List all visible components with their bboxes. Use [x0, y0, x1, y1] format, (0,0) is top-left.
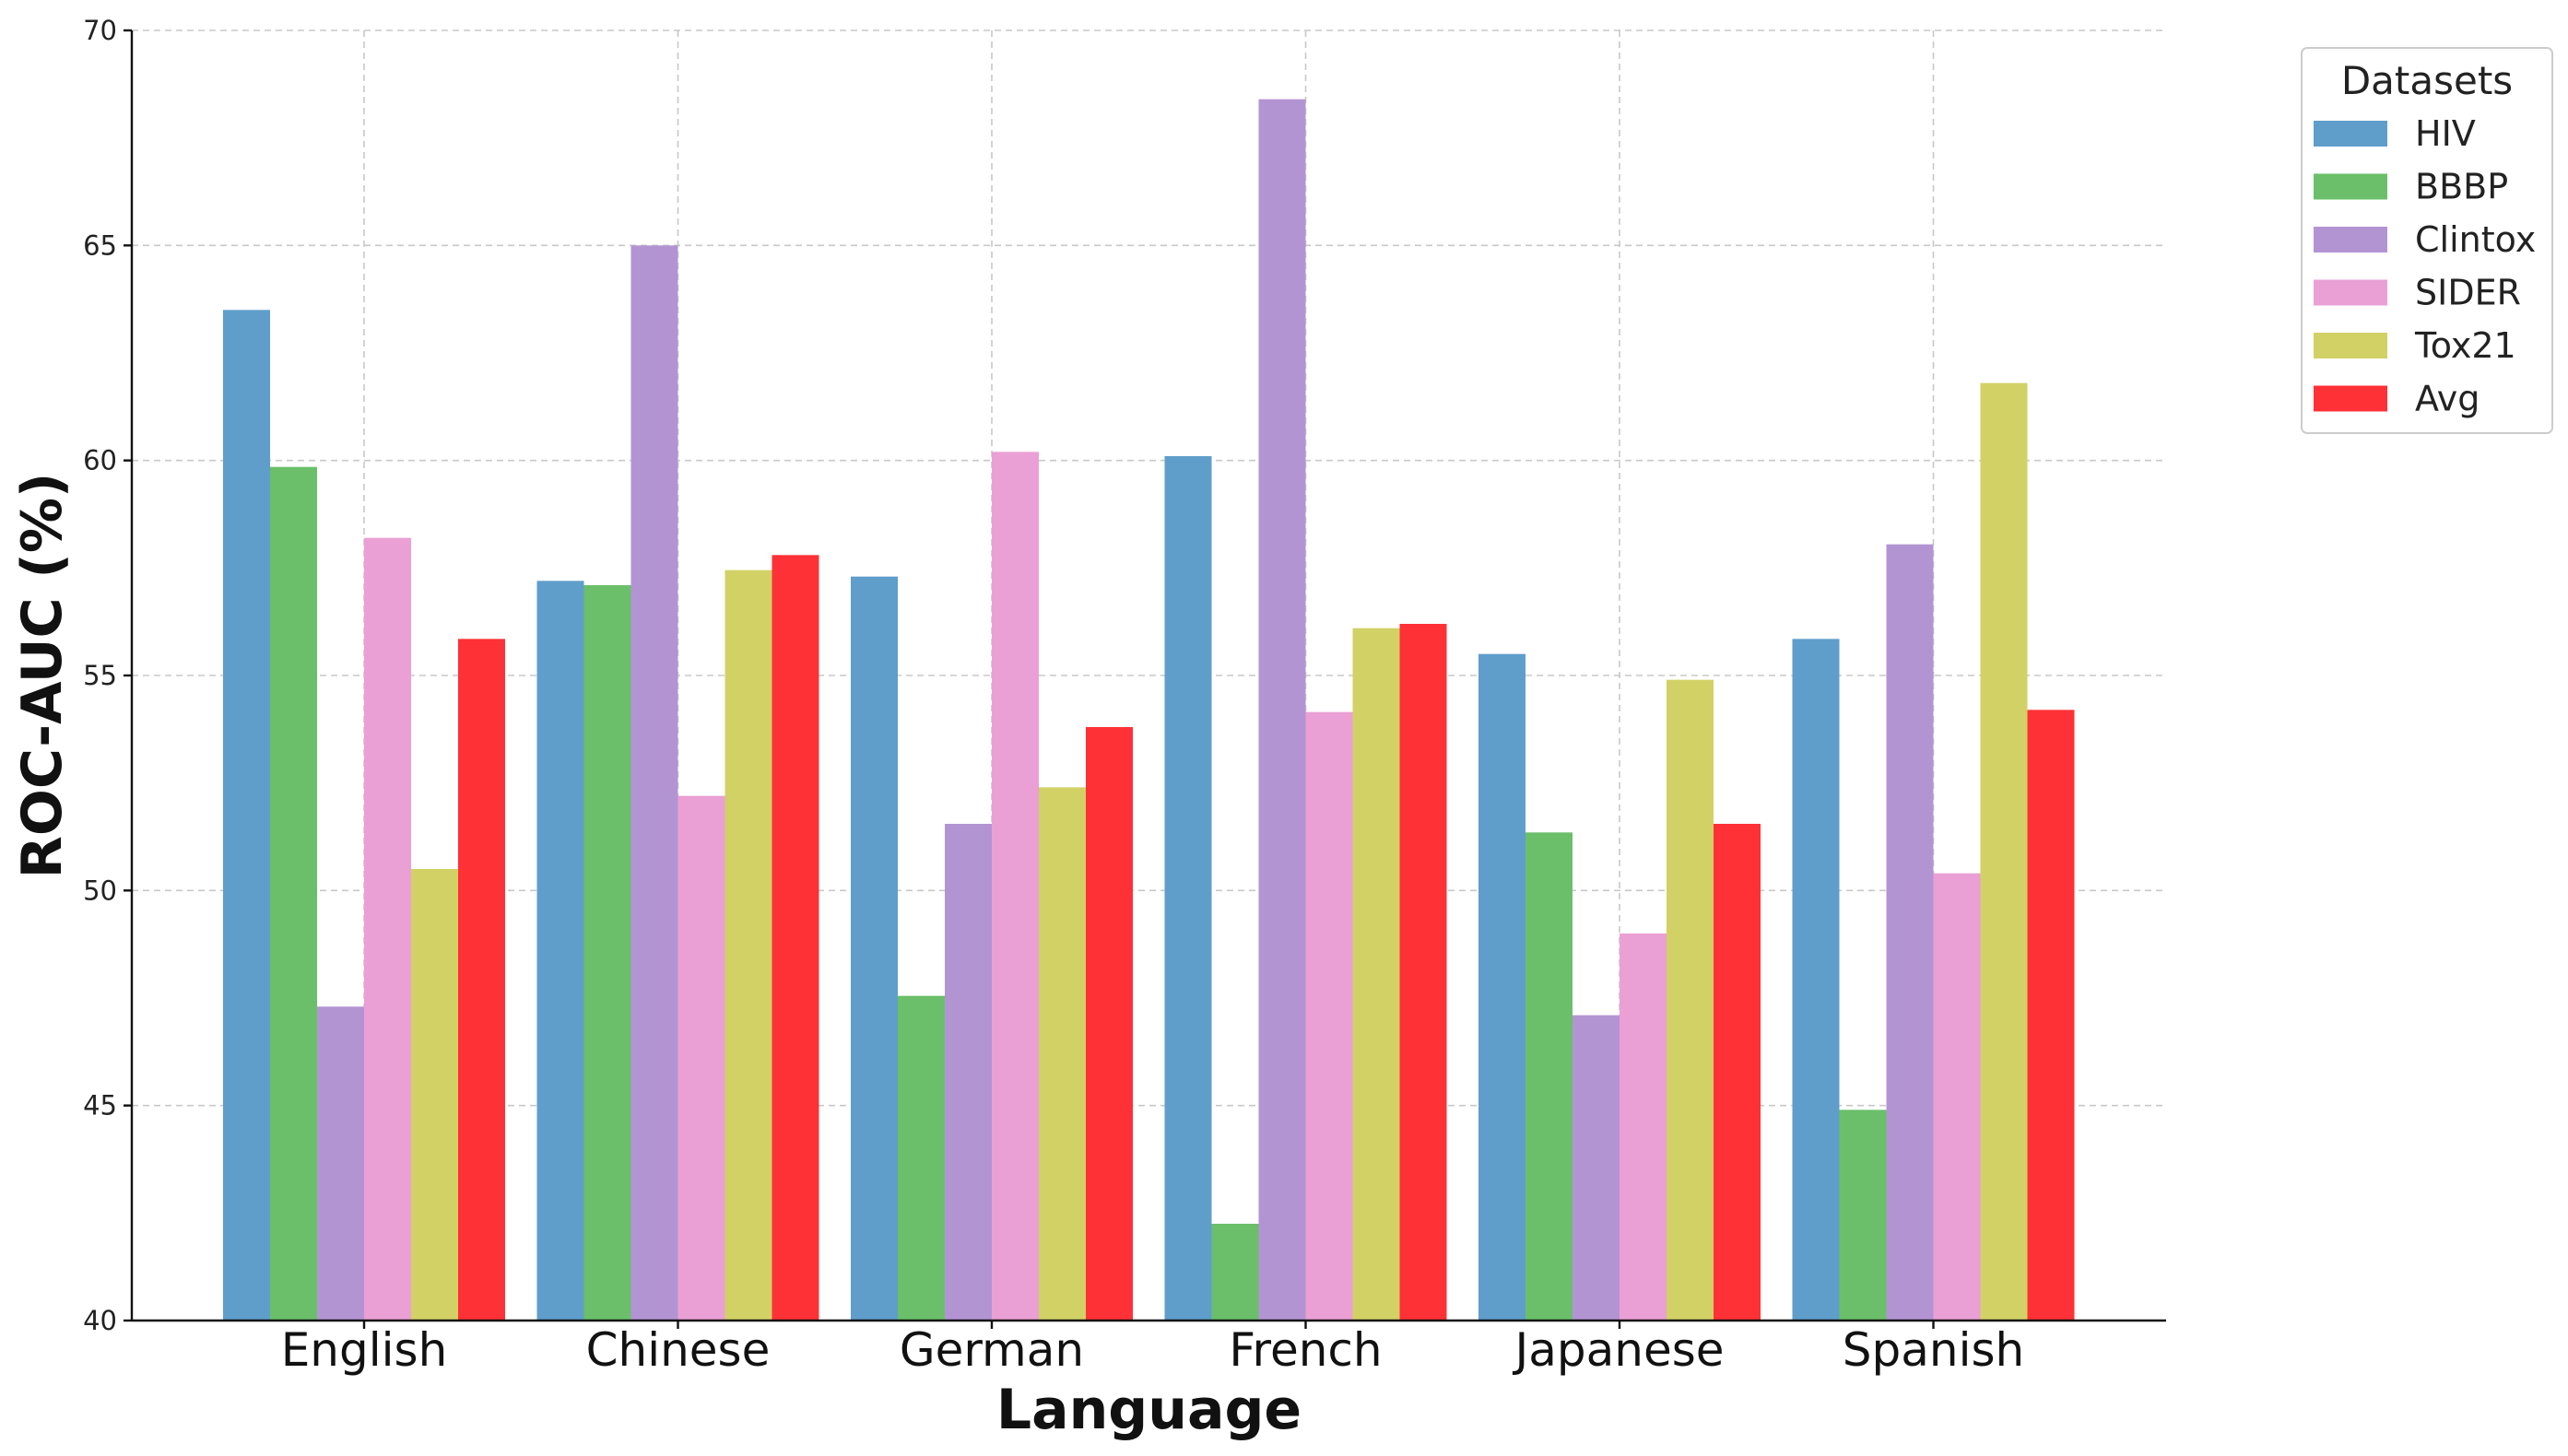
bar-tox21-chinese	[724, 569, 772, 1321]
x-axis-title: Language	[996, 1378, 1302, 1442]
bar-clintox-english	[317, 1006, 364, 1321]
x-tick-label-english: English	[281, 1323, 448, 1377]
bar-hiv-german	[851, 576, 898, 1321]
x-tick-label-french: French	[1229, 1323, 1382, 1377]
bar-avg-english	[458, 639, 505, 1321]
bar-sider-spanish	[1933, 873, 1981, 1321]
bar-sider-german	[992, 452, 1039, 1321]
y-tick-label: 45	[83, 1090, 117, 1121]
bar-avg-german	[1086, 727, 1133, 1321]
y-tick-label: 70	[83, 15, 117, 46]
y-axis-title: ROC-AUC (%)	[10, 473, 75, 879]
bar-bbbp-chinese	[583, 585, 631, 1321]
bar-sider-french	[1305, 711, 1353, 1321]
legend-label-avg: Avg	[2415, 379, 2480, 419]
legend-swatch-bbbp	[2314, 173, 2387, 200]
bar-clintox-spanish	[1886, 544, 1934, 1321]
bar-sider-japanese	[1620, 933, 1667, 1321]
bar-tox21-japanese	[1667, 679, 1714, 1321]
bar-sider-chinese	[677, 795, 725, 1321]
x-tick-label-japanese: Japanese	[1512, 1323, 1724, 1377]
bar-clintox-chinese	[630, 245, 678, 1321]
y-tick-labels: 40 45 50 55 60 65 70	[83, 15, 132, 1336]
legend-title: Datasets	[2341, 58, 2513, 103]
bar-bbbp-japanese	[1525, 832, 1573, 1321]
legend-label-sider: SIDER	[2415, 273, 2521, 313]
x-tick-label-german: German	[900, 1323, 1084, 1377]
bar-hiv-english	[223, 310, 270, 1321]
bars	[223, 99, 2075, 1321]
bar-clintox-german	[945, 824, 992, 1321]
legend-swatch-hiv	[2314, 121, 2387, 147]
y-tick-label: 50	[83, 875, 117, 906]
legend-label-bbbp: BBBP	[2415, 167, 2508, 207]
bar-avg-french	[1399, 624, 1447, 1321]
legend-swatch-tox21	[2314, 333, 2387, 358]
legend-label-tox21: Tox21	[2414, 325, 2516, 366]
bar-clintox-japanese	[1573, 1015, 1620, 1321]
y-tick-label: 65	[83, 229, 117, 261]
bar-tox21-english	[411, 869, 458, 1321]
x-tick-labels: English Chinese German French Japanese Spanis…	[281, 1321, 2024, 1377]
bar-sider-english	[364, 537, 411, 1321]
y-tick-label: 40	[83, 1305, 117, 1336]
bar-bbbp-french	[1211, 1224, 1259, 1321]
bar-avg-spanish	[2027, 710, 2075, 1321]
bar-bbbp-spanish	[1839, 1110, 1887, 1321]
bar-hiv-japanese	[1478, 653, 1525, 1321]
legend-swatch-avg	[2314, 385, 2387, 412]
legend-swatch-clintox	[2314, 227, 2387, 252]
x-tick-label-chinese: Chinese	[586, 1323, 771, 1377]
y-tick-label: 55	[83, 660, 117, 691]
bar-avg-japanese	[1714, 824, 1761, 1321]
bar-hiv-spanish	[1792, 639, 1840, 1321]
bar-tox21-spanish	[1980, 382, 2028, 1321]
bar-hiv-french	[1164, 456, 1212, 1321]
bar-hiv-chinese	[536, 581, 584, 1321]
y-tick-label: 60	[83, 445, 117, 476]
legend-swatch-sider	[2314, 279, 2387, 306]
legend-label-clintox: Clintox	[2415, 219, 2536, 260]
x-tick-label-spanish: Spanish	[1843, 1323, 2024, 1377]
legend-label-hiv: HIV	[2415, 113, 2476, 154]
bar-tox21-french	[1352, 628, 1400, 1321]
bar-avg-chinese	[772, 555, 819, 1321]
bar-bbbp-english	[270, 466, 317, 1321]
legend: Datasets HIV BBBP Clintox SIDER Tox21 Avg	[2301, 47, 2553, 434]
bar-bbbp-german	[898, 995, 945, 1321]
bar-clintox-french	[1258, 99, 1306, 1321]
bar-tox21-german	[1039, 787, 1086, 1321]
